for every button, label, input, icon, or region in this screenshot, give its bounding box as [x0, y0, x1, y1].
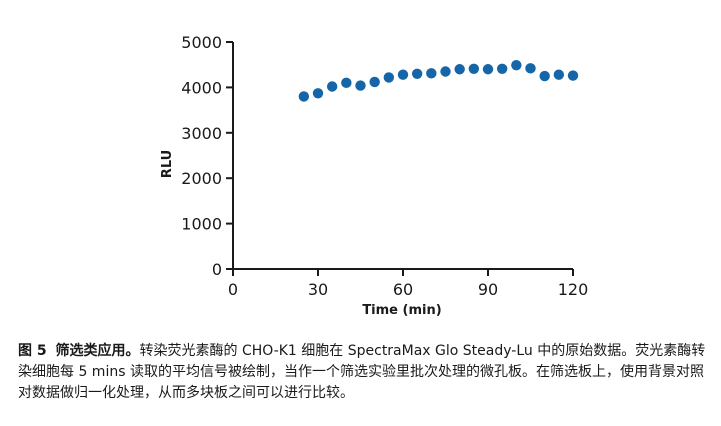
x-tick-label: 120: [558, 280, 589, 299]
data-point: [326, 81, 338, 92]
data-point: [482, 64, 494, 75]
scatter-chart: 0 1000 2000 3000 4000 5000 0 30 60 90 120 Time (mi…: [160, 33, 588, 318]
data-point: [468, 63, 480, 74]
data-point: [426, 68, 437, 79]
x-tick-label: 0: [228, 280, 238, 299]
data-point: [411, 68, 423, 79]
data-point: [496, 63, 508, 74]
data-point: [383, 72, 395, 83]
x-tick-label: 30: [308, 280, 328, 299]
data-point: [553, 69, 565, 80]
chart-area: 0 1000 2000 3000 4000 5000 0 30 60 90 120 Time (mi…: [160, 33, 588, 318]
y-axis-title: RLU: [160, 150, 175, 178]
data-point: [454, 64, 465, 75]
x-axis-title: Time (min): [362, 303, 441, 318]
x-tick-label: 60: [393, 280, 413, 299]
y-tick-label: 3000: [181, 124, 222, 143]
y-tick-label: 0: [212, 260, 222, 279]
data-point: [312, 88, 324, 99]
y-tick-label: 4000: [181, 78, 222, 97]
data-point: [511, 59, 522, 71]
data-point: [397, 69, 409, 80]
figure-label: 图 5: [18, 343, 47, 359]
figure-caption: 图 5 筛选类应用。转染荧光素酶的 CHO-K1 细胞在 SpectraMax …: [18, 341, 708, 404]
data-point: [539, 70, 550, 82]
axes: 0 1000 2000 3000 4000 5000 0 30 60 90 120: [181, 33, 588, 299]
x-tick-label: 90: [478, 280, 498, 299]
y-tick-label: 5000: [181, 33, 222, 52]
figure-description: 转染荧光素酶的 CHO-K1 细胞在 SpectraMax Glo Steady…: [18, 343, 706, 401]
data-point: [355, 80, 366, 91]
data-point: [567, 70, 579, 81]
data-points: [298, 59, 579, 102]
figure-title: 筛选类应用。: [55, 343, 140, 359]
data-point: [341, 77, 352, 89]
data-point: [440, 66, 451, 77]
y-tick-label: 2000: [181, 169, 222, 188]
data-point: [298, 91, 310, 102]
data-point: [525, 63, 536, 74]
y-tick-label: 1000: [181, 215, 222, 234]
data-point: [369, 76, 380, 88]
